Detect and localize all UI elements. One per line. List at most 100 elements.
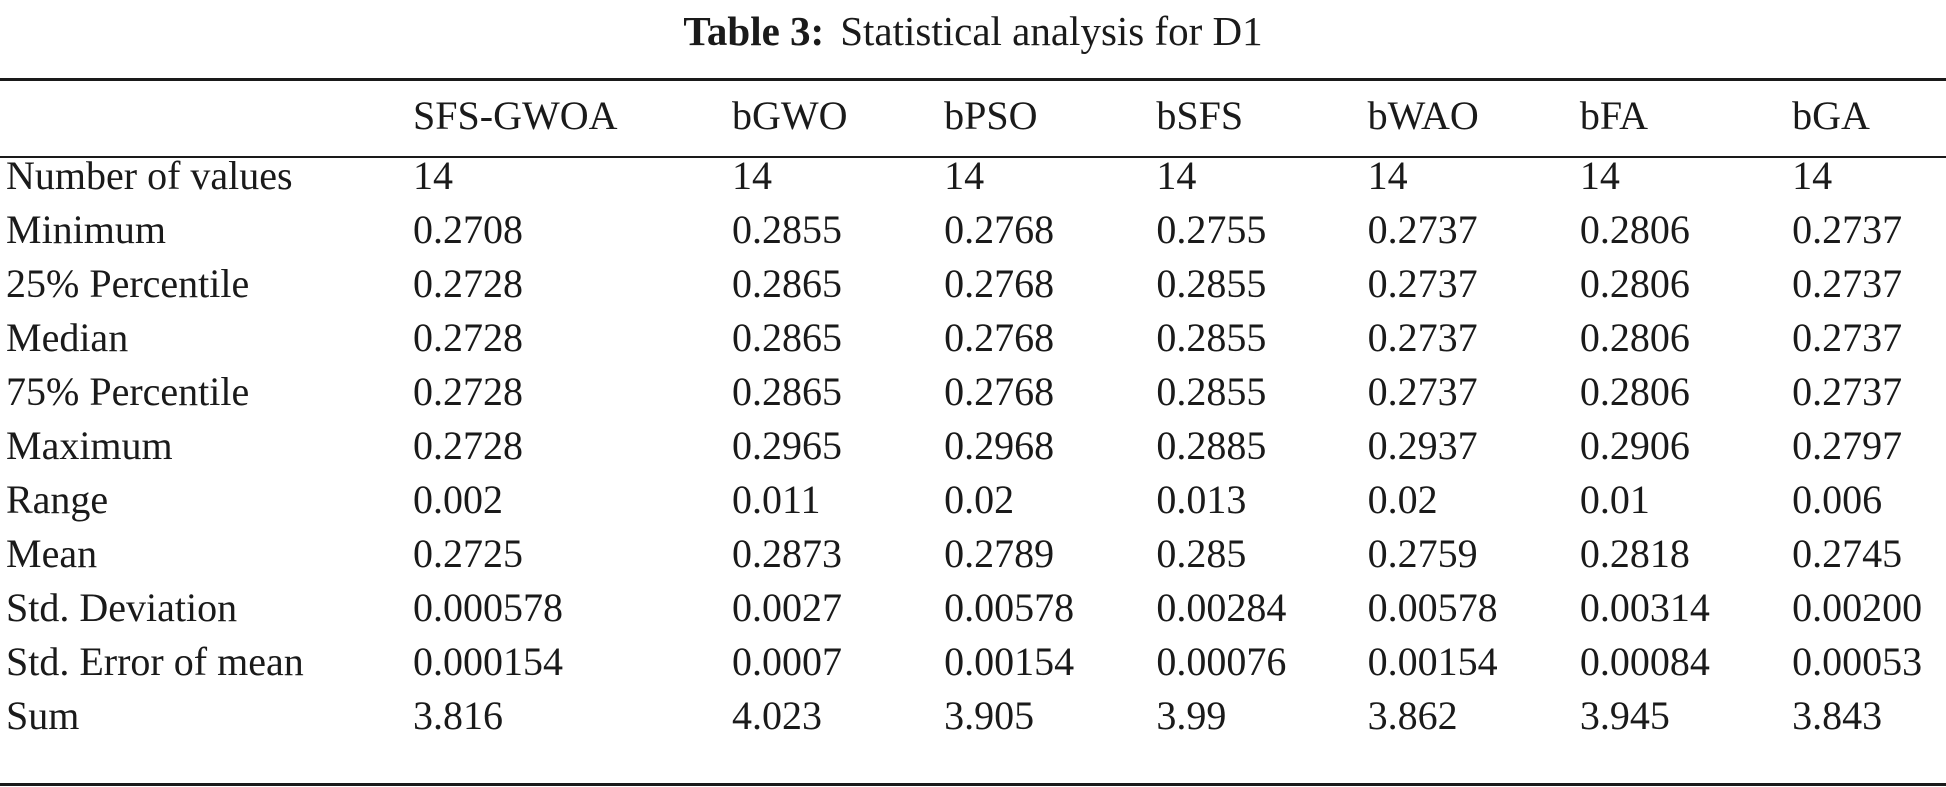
row-label: Std. Deviation	[6, 584, 238, 630]
table-cell: 0.2768	[944, 314, 1055, 360]
table-cell: 3.99	[1156, 692, 1227, 738]
table-cell: 0.000578	[413, 584, 564, 630]
table-cell: 3.862	[1367, 692, 1458, 738]
table-cell: 0.2937	[1367, 422, 1478, 468]
header-cell-empty	[0, 82, 413, 148]
row-label: Std. Error of mean	[6, 638, 304, 684]
table-cell: 0.2728	[413, 260, 524, 306]
table-cell: 14	[413, 152, 454, 198]
table-cell: 0.00200	[1792, 584, 1923, 630]
table-cell: 0.2737	[1792, 368, 1903, 414]
table-cell: 3.905	[944, 692, 1035, 738]
table-cell: 0.00284	[1156, 584, 1287, 630]
table-cell: 0.01	[1579, 476, 1650, 522]
table-cell: 0.2855	[1156, 314, 1267, 360]
table-cell: 0.2855	[1156, 368, 1267, 414]
table-cell: 0.00053	[1792, 638, 1923, 684]
table-cell: 0.2728	[413, 314, 524, 360]
table-row: 25% Percentile 0.2728 0.2865 0.2768 0.2855 0.…	[0, 256, 1946, 310]
table-row: 75% Percentile 0.2728 0.2865 0.2768 0.2855 0.…	[0, 364, 1946, 418]
table-cell: 4.023	[731, 692, 822, 738]
table-cell: 0.2737	[1367, 368, 1478, 414]
table-cell: 14	[1579, 152, 1620, 198]
table-cell: 0.2755	[1156, 206, 1267, 252]
table-cell: 0.00578	[944, 584, 1075, 630]
table-cell: 14	[1367, 152, 1408, 198]
table-cell: 0.00076	[1156, 638, 1287, 684]
table-cell: 0.2737	[1792, 206, 1903, 252]
table-cell: 0.00084	[1579, 638, 1710, 684]
column-header: bFA	[1579, 92, 1649, 138]
table-cell: 14	[1156, 152, 1197, 198]
table-cell: 0.2737	[1792, 314, 1903, 360]
table-cell: 0.2737	[1792, 260, 1903, 306]
table-cell: 14	[944, 152, 985, 198]
table-cell: 0.02	[1367, 476, 1438, 522]
table-cell: 0.2855	[1156, 260, 1267, 306]
bottom-rule	[0, 783, 1946, 786]
statistics-table: SFS-GWOA bGWO bPSO bSFS bWAO bFA bGA Number of…	[0, 82, 1946, 742]
table-cell: 0.2865	[731, 368, 842, 414]
table-cell: 0.2818	[1579, 530, 1690, 576]
table-cell: 0.2768	[944, 368, 1055, 414]
table-cell: 0.00154	[944, 638, 1075, 684]
table-header-row: SFS-GWOA bGWO bPSO bSFS bWAO bFA bGA	[0, 82, 1946, 148]
row-label: Mean	[6, 530, 98, 576]
table-cell: 0.2806	[1579, 368, 1690, 414]
table-cell: 0.2873	[731, 530, 842, 576]
table-cell: 0.2737	[1367, 206, 1478, 252]
row-label: 25% Percentile	[6, 260, 250, 306]
row-label: Median	[6, 314, 129, 360]
table-cell: 0.2968	[944, 422, 1055, 468]
table-row: Mean 0.2725 0.2873 0.2789 0.285 0.2759 0.2818 0…	[0, 526, 1946, 580]
table-cell: 0.2865	[731, 260, 842, 306]
table-row: Std. Error of mean 0.000154 0.0007 0.00154 0…	[0, 634, 1946, 688]
column-header: bPSO	[944, 92, 1038, 138]
table-body: Number of values 14 14 14 14 14 14 14 Minimum 0.2…	[0, 148, 1946, 742]
table-cell: 0.006	[1792, 476, 1883, 522]
table-caption: Table 3: Statistical analysis for D1	[0, 0, 1946, 62]
table-cell: 0.2806	[1579, 260, 1690, 306]
caption-title: Statistical analysis for D1	[840, 8, 1263, 54]
table-cell: 0.2737	[1367, 260, 1478, 306]
table-cell: 14	[1792, 152, 1833, 198]
column-header: SFS-GWOA	[413, 92, 618, 138]
header-rule	[0, 156, 1946, 158]
table-row: Sum 3.816 4.023 3.905 3.99 3.862 3.945 3.843	[0, 688, 1946, 742]
table-row: Range 0.002 0.011 0.02 0.013 0.02 0.01 0.006	[0, 472, 1946, 526]
table-cell: 0.2789	[944, 530, 1055, 576]
table-cell: 0.00578	[1367, 584, 1498, 630]
table-cell: 0.002	[413, 476, 504, 522]
table-cell: 0.2759	[1367, 530, 1478, 576]
table-cell: 0.2965	[731, 422, 842, 468]
table-cell: 0.2728	[413, 368, 524, 414]
table-cell: 0.0007	[731, 638, 842, 684]
caption-label: Table 3:	[683, 8, 825, 54]
table-cell: 0.011	[731, 476, 821, 522]
table-cell: 0.0027	[731, 584, 842, 630]
table-cell: 0.00314	[1579, 584, 1710, 630]
column-header: bSFS	[1156, 92, 1244, 138]
top-rule	[0, 78, 1946, 81]
row-label: Maximum	[6, 422, 173, 468]
table-cell: 0.2885	[1156, 422, 1267, 468]
row-label: Range	[6, 476, 109, 522]
table-cell: 0.2768	[944, 206, 1055, 252]
table-cell: 0.2708	[413, 206, 524, 252]
column-header: bGA	[1792, 92, 1870, 138]
table-cell: 0.2855	[731, 206, 842, 252]
table-cell: 0.2768	[944, 260, 1055, 306]
table-cell: 0.02	[944, 476, 1015, 522]
table-cell: 0.2737	[1367, 314, 1478, 360]
table-cell: 0.00154	[1367, 638, 1498, 684]
table-cell: 14	[731, 152, 772, 198]
table-cell: 0.2725	[413, 530, 524, 576]
table-cell: 0.2745	[1792, 530, 1903, 576]
table-row: Minimum 0.2708 0.2855 0.2768 0.2755 0.2737 0.2…	[0, 202, 1946, 256]
table-row: Median 0.2728 0.2865 0.2768 0.2855 0.2737 0.28…	[0, 310, 1946, 364]
row-label: Minimum	[6, 206, 167, 252]
table-cell: 0.013	[1156, 476, 1247, 522]
column-header: bGWO	[731, 92, 848, 138]
table-cell: 0.2806	[1579, 314, 1690, 360]
table-cell: 0.2797	[1792, 422, 1903, 468]
